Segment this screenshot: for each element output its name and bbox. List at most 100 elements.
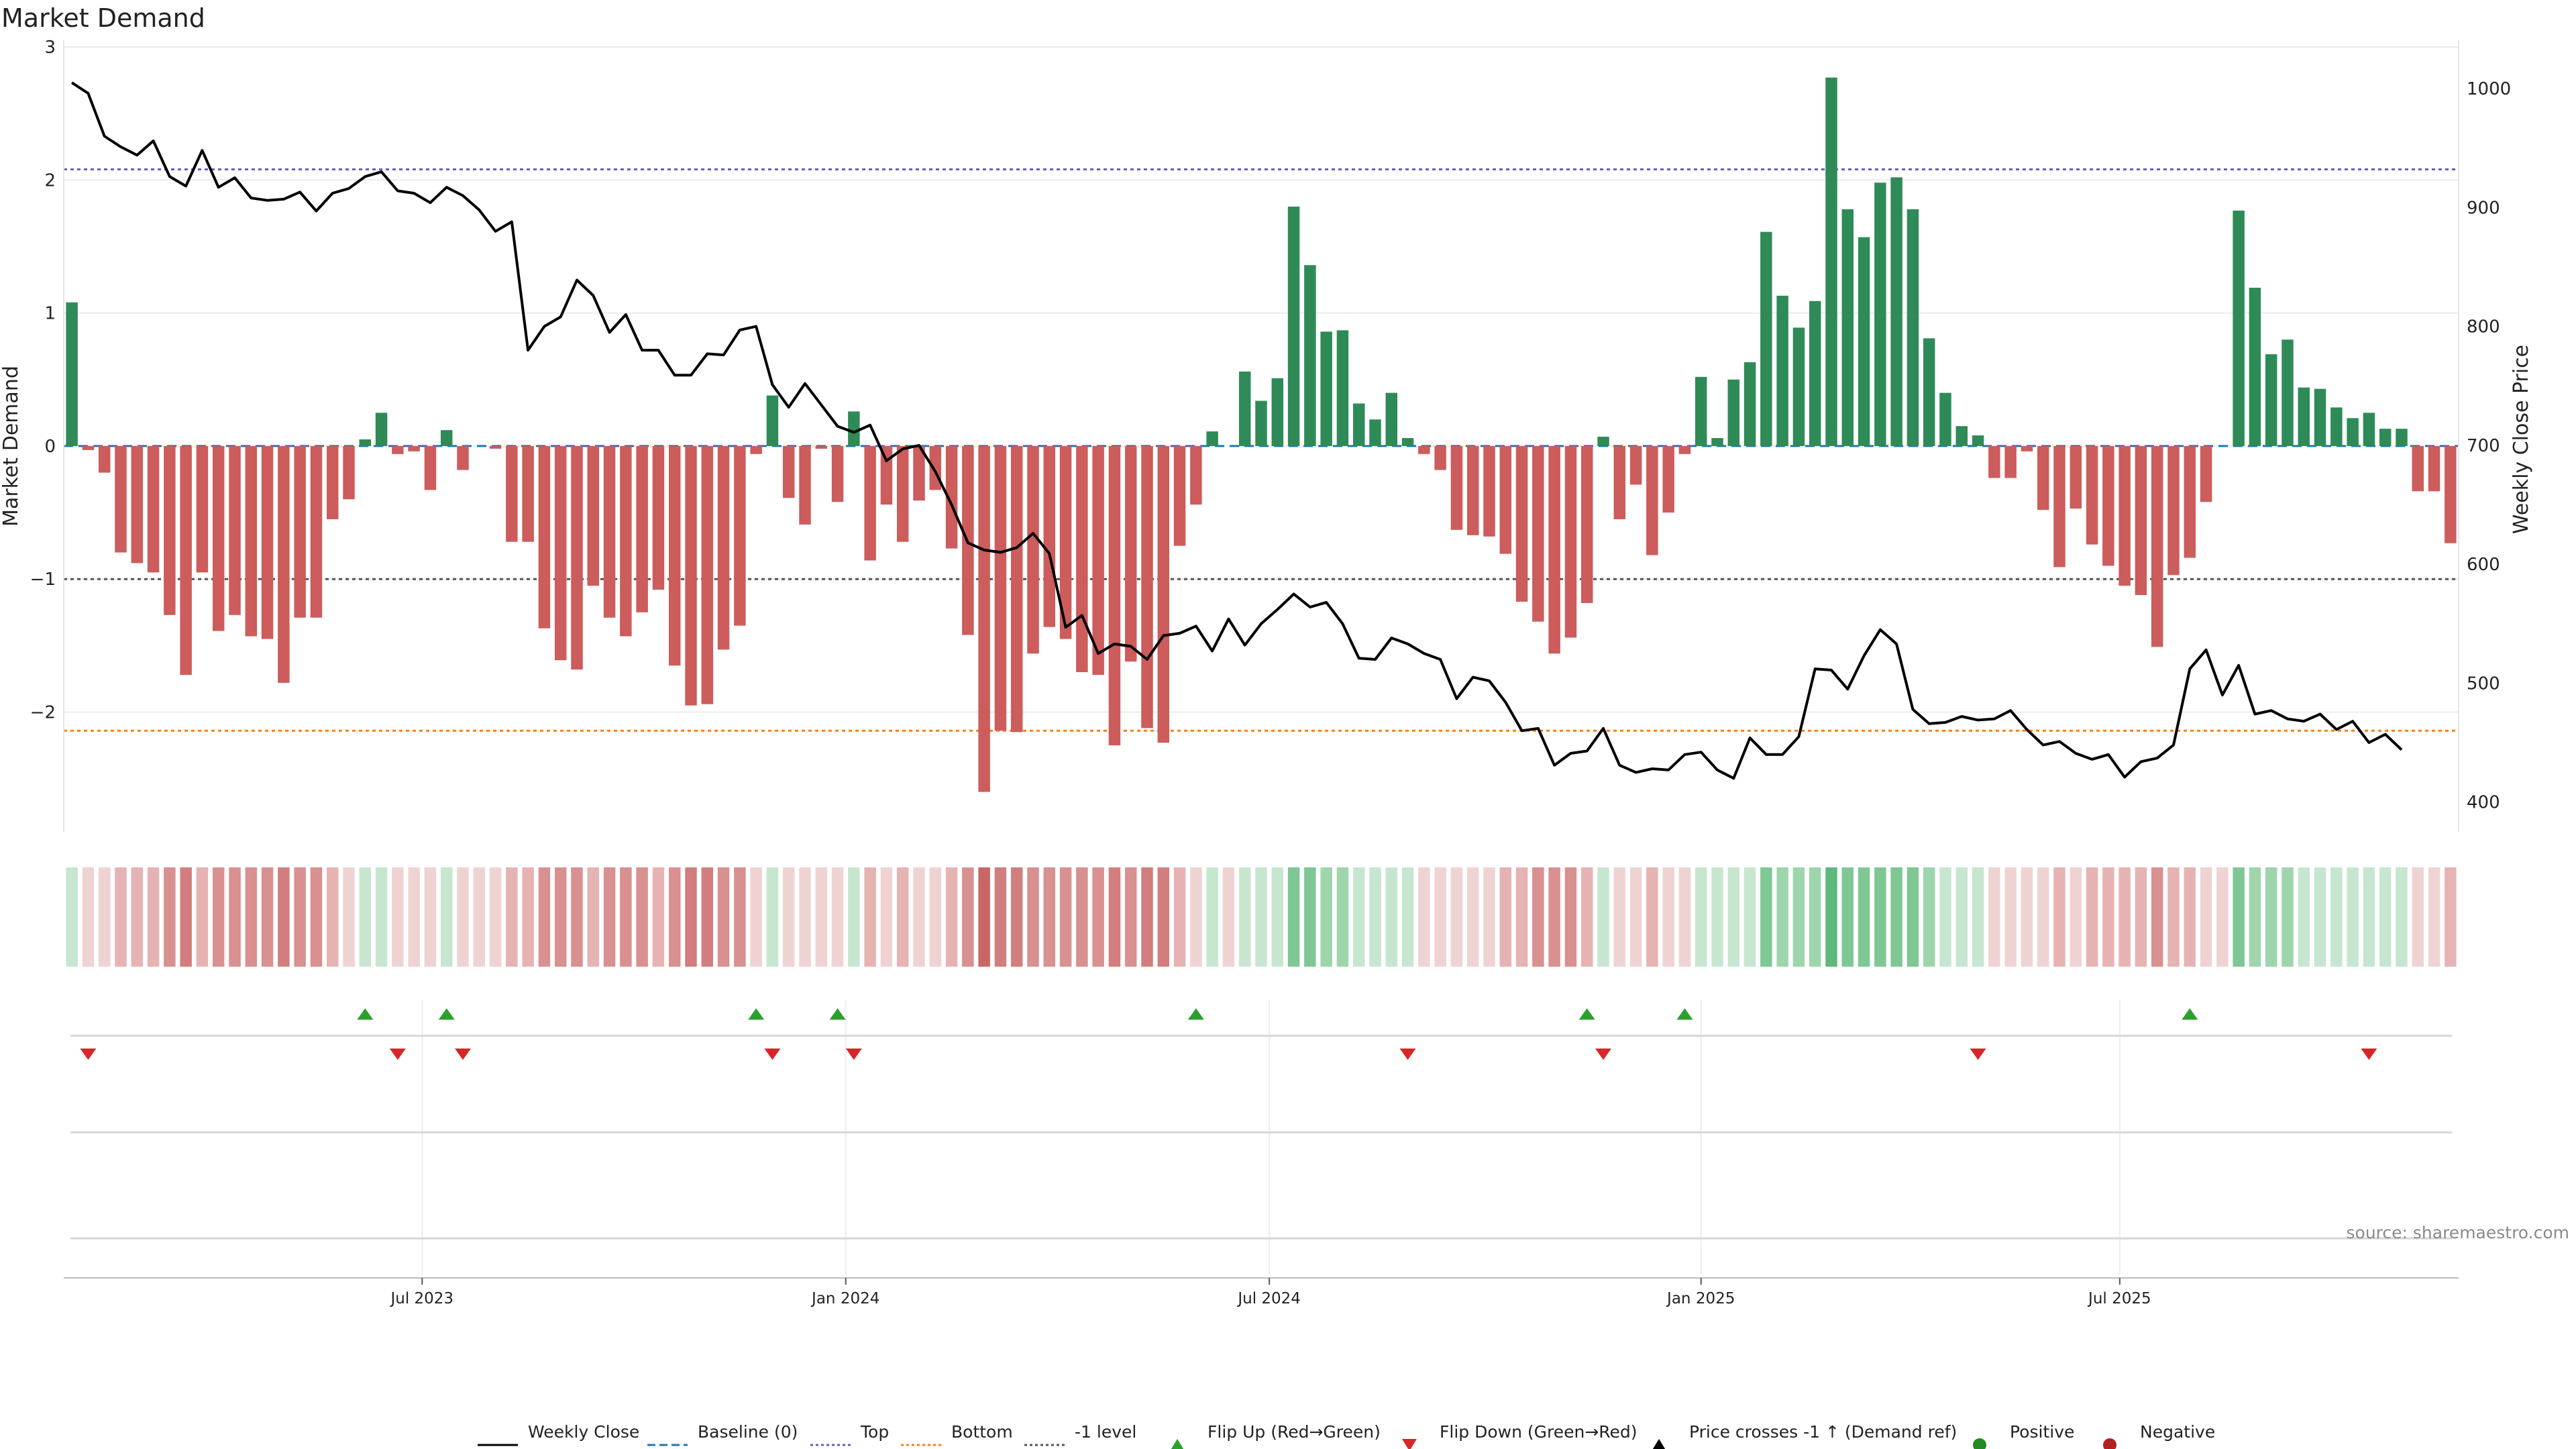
flip-up-marker xyxy=(357,1008,374,1020)
demand-bar xyxy=(2135,445,2147,596)
heat-strip-cell xyxy=(1727,867,1740,967)
demand-bar xyxy=(1646,445,1658,555)
demand-bar xyxy=(603,445,616,618)
y2-tick-label: 500 xyxy=(2467,674,2500,694)
heat-strip-cell xyxy=(1955,867,1968,967)
heat-strip-cell xyxy=(2151,867,2163,967)
flip-up-marker xyxy=(438,1008,455,1020)
demand-bar xyxy=(180,445,192,675)
demand-bar xyxy=(1092,445,1104,675)
flip-down-marker xyxy=(80,1049,97,1060)
heat-strip-cell xyxy=(82,867,95,967)
heat-strip-cell xyxy=(1646,867,1658,967)
legend-icon-triangle-up xyxy=(1171,1439,1184,1449)
source-label: source: sharemaestro.com xyxy=(2347,1223,2570,1242)
demand-bar xyxy=(375,413,388,446)
heat-strip-cell xyxy=(440,867,453,967)
heat-strip-cell xyxy=(473,867,486,967)
demand-bar xyxy=(1483,445,1495,537)
heat-strip-cell xyxy=(310,867,323,967)
y2-tick-label: 800 xyxy=(2467,317,2500,337)
demand-bar xyxy=(1304,265,1316,446)
heat-strip-cell xyxy=(2347,867,2359,967)
demand-bar xyxy=(978,445,990,792)
demand-bar xyxy=(1597,437,1609,446)
demand-bar xyxy=(701,445,714,704)
heat-strip-cell xyxy=(2216,867,2229,967)
legend-label: Positive xyxy=(2010,1422,2074,1442)
heat-strip-cell xyxy=(1271,867,1284,967)
demand-bar xyxy=(196,445,209,573)
demand-bar xyxy=(506,445,518,542)
demand-bar xyxy=(98,445,111,473)
heat-strip-cell xyxy=(1059,867,1072,967)
heat-strip-cell xyxy=(734,867,746,967)
demand-bar xyxy=(2314,388,2326,446)
heat-strip-cell xyxy=(1743,867,1756,967)
heat-strip-cell xyxy=(1304,867,1316,967)
demand-bar xyxy=(685,445,697,706)
demand-bar xyxy=(929,445,942,490)
demand-bar xyxy=(1499,445,1512,554)
heat-strip-cell xyxy=(652,867,665,967)
heat-strip-cell xyxy=(2021,867,2033,967)
heat-strip-cell xyxy=(375,867,388,967)
legend-label: Top xyxy=(860,1422,889,1442)
heat-strip-cell xyxy=(1939,867,1951,967)
heat-strip-cell xyxy=(1629,867,1642,967)
heat-strip-cell xyxy=(2363,867,2375,967)
heat-strip-cell xyxy=(261,867,274,967)
heat-strip-cell xyxy=(978,867,990,967)
demand-bar xyxy=(1027,445,1039,654)
flip-down-marker xyxy=(1970,1049,1986,1060)
demand-bar xyxy=(2265,354,2277,446)
demand-bar xyxy=(1141,445,1153,729)
heat-strip-cell xyxy=(1532,867,1544,967)
heat-strip-cell xyxy=(2118,867,2131,967)
x-tick-label: Jul 2024 xyxy=(1236,1290,1301,1307)
heat-strip-cell xyxy=(1124,867,1137,967)
heat-strip-cell xyxy=(2102,867,2114,967)
legend-label: Negative xyxy=(2140,1422,2215,1442)
heat-strip-cell xyxy=(131,867,144,967)
heat-strip-cell xyxy=(2379,867,2392,967)
demand-bar xyxy=(294,445,306,618)
heat-strip-cell xyxy=(1141,867,1153,967)
heat-strip-cell xyxy=(1401,867,1414,967)
flip-up-marker xyxy=(829,1008,846,1020)
heat-strip-cell xyxy=(603,867,616,967)
flip-up-marker xyxy=(1676,1008,1693,1020)
heat-strip-cell xyxy=(2167,867,2180,967)
heat-strip-cell xyxy=(2330,867,2343,967)
heat-strip-cell xyxy=(994,867,1007,967)
heat-strip-cell xyxy=(1466,867,1479,967)
demand-bar xyxy=(1385,392,1398,446)
demand-bar xyxy=(652,445,665,590)
y-tick-label: −2 xyxy=(30,703,56,723)
demand-bar xyxy=(2151,445,2163,647)
demand-bar xyxy=(1434,445,1446,470)
heat-strip-cell xyxy=(1108,867,1121,967)
demand-bar xyxy=(994,445,1007,731)
demand-bar xyxy=(571,445,583,670)
heat-strip-cell xyxy=(424,867,437,967)
demand-bar xyxy=(212,445,225,631)
demand-bar xyxy=(2330,407,2343,446)
demand-bar xyxy=(2396,429,2408,446)
x-tick-label: Jan 2024 xyxy=(810,1290,879,1307)
heat-strip-cell xyxy=(2233,867,2245,967)
demand-bar xyxy=(1287,206,1300,446)
demand-bar xyxy=(1010,445,1023,733)
demand-bar xyxy=(1727,379,1740,446)
heat-strip-cell xyxy=(1662,867,1674,967)
demand-bar xyxy=(1858,237,1870,446)
heat-strip-cell xyxy=(880,867,893,967)
heat-strip-cell xyxy=(2086,867,2098,967)
heat-strip-cell xyxy=(245,867,258,967)
demand-bar xyxy=(799,445,811,525)
heat-strip-cell xyxy=(636,867,648,967)
flip-down-marker xyxy=(1595,1049,1611,1060)
demand-bar xyxy=(1548,445,1560,654)
demand-bar xyxy=(2102,445,2114,566)
demand-bar xyxy=(2004,445,2017,478)
